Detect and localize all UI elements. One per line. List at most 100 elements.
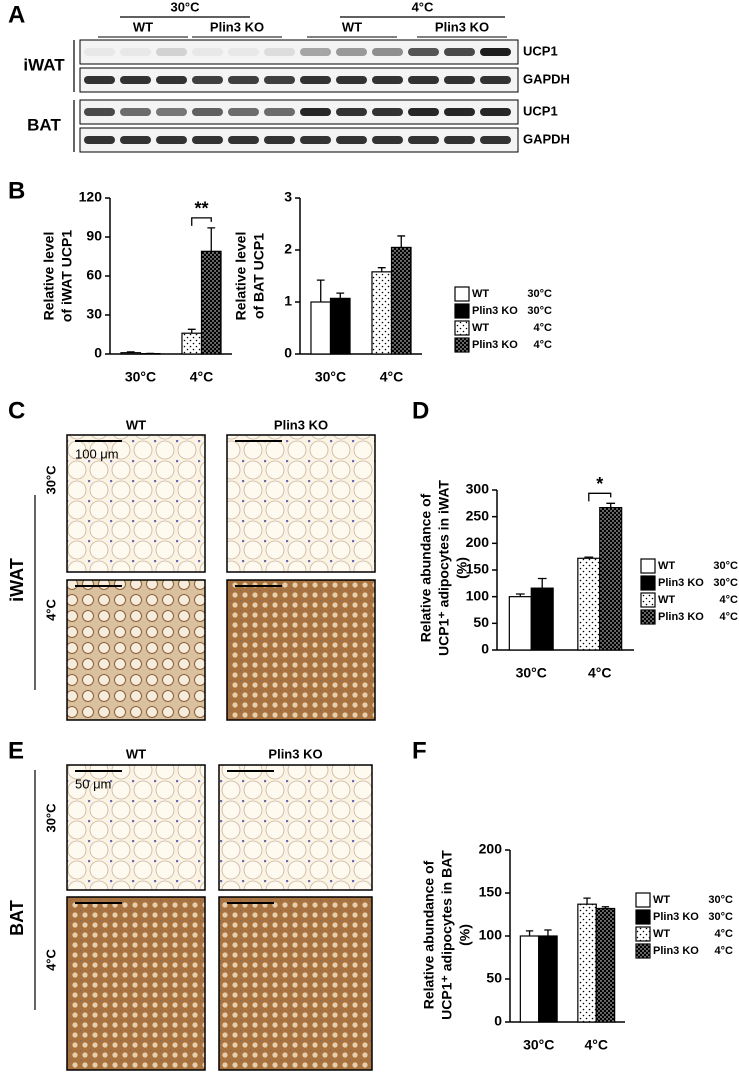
error-bar bbox=[336, 292, 345, 299]
blot-band bbox=[156, 136, 187, 144]
blot-band bbox=[444, 108, 475, 116]
blot-label: GAPDH bbox=[523, 71, 570, 86]
y-tick-label: 200 bbox=[466, 534, 490, 550]
y-tick-label: 50 bbox=[486, 970, 502, 986]
blot-band bbox=[228, 48, 259, 56]
y-tick-label: 100 bbox=[479, 927, 503, 943]
blot-band bbox=[444, 136, 475, 144]
error-bar bbox=[207, 227, 216, 252]
row-label: 30°C bbox=[43, 465, 58, 495]
y-axis-label: UCP1⁺ adipocytes in iWAT bbox=[436, 480, 452, 656]
y-tick-label: 150 bbox=[466, 561, 490, 577]
y-tick-label: 0 bbox=[494, 1013, 502, 1029]
error-bar bbox=[187, 328, 196, 334]
blot-band bbox=[408, 76, 439, 84]
legend-swatch bbox=[635, 892, 651, 908]
tissue-label: BAT bbox=[7, 900, 27, 936]
blot-band bbox=[192, 48, 223, 56]
y-axis-label: (%) bbox=[457, 924, 473, 946]
error-bar bbox=[525, 930, 534, 936]
y-tick-label: 90 bbox=[86, 228, 102, 244]
bar bbox=[577, 903, 597, 1023]
panel-label: D bbox=[412, 397, 429, 424]
bar bbox=[530, 587, 554, 651]
panel-label: C bbox=[8, 397, 25, 424]
blot-band bbox=[408, 136, 439, 144]
blot-band bbox=[228, 136, 259, 144]
blot-band bbox=[372, 136, 403, 144]
legend-swatch bbox=[454, 320, 470, 336]
bar bbox=[508, 596, 532, 651]
blot-band bbox=[336, 108, 367, 116]
y-tick-label: 2 bbox=[284, 241, 292, 257]
x-tick-label: 30°C bbox=[523, 1037, 554, 1053]
micrograph bbox=[226, 434, 376, 573]
error-bar bbox=[606, 502, 616, 508]
micrograph bbox=[66, 764, 206, 891]
blot-band bbox=[192, 108, 223, 116]
y-axis-label: Relative abundance of bbox=[421, 860, 437, 1009]
blot-band bbox=[156, 108, 187, 116]
column-label: Plin3 KO bbox=[268, 746, 322, 761]
row-label: 4°C bbox=[43, 948, 58, 970]
bar bbox=[120, 352, 142, 355]
blot-band bbox=[372, 48, 403, 56]
micrograph bbox=[66, 896, 206, 1071]
error-bar bbox=[377, 267, 386, 272]
bar bbox=[181, 332, 203, 355]
legend-condition: 4°C bbox=[534, 339, 553, 351]
panel-label: E bbox=[8, 737, 24, 764]
blot-band bbox=[372, 108, 403, 116]
blot-band bbox=[264, 108, 295, 116]
legend-label: WT bbox=[653, 928, 670, 940]
micrograph bbox=[218, 764, 373, 891]
group-label: WT bbox=[133, 19, 153, 34]
error-bar bbox=[583, 897, 591, 905]
legend-label: WT bbox=[658, 560, 675, 572]
blot-band bbox=[408, 108, 439, 116]
y-tick-label: 200 bbox=[479, 841, 503, 857]
blot-band bbox=[336, 136, 367, 144]
significance-label: * bbox=[596, 474, 603, 494]
blot-band bbox=[84, 48, 115, 56]
bar bbox=[390, 246, 412, 355]
condition-label: 30°C bbox=[170, 0, 200, 14]
scale-bar-label: 50 μm bbox=[75, 776, 111, 791]
legend-condition: 30°C bbox=[713, 560, 738, 572]
group-label: WT bbox=[342, 19, 362, 34]
blot-band bbox=[336, 48, 367, 56]
y-tick-label: 30 bbox=[86, 306, 102, 322]
legend-label: Plin3 KO bbox=[658, 577, 704, 589]
panel-label: A bbox=[8, 1, 25, 28]
blot-band bbox=[192, 136, 223, 144]
y-axis-label: Relative abundance of bbox=[418, 493, 434, 642]
x-tick-label: 30°C bbox=[125, 369, 156, 385]
legend-label: WT bbox=[653, 894, 670, 906]
column-label: Plin3 KO bbox=[274, 417, 328, 432]
blot-band bbox=[300, 48, 331, 56]
tissue-label: BAT bbox=[27, 115, 61, 134]
blot-band bbox=[480, 136, 511, 144]
y-tick-label: 300 bbox=[466, 481, 490, 497]
legend-label: WT bbox=[658, 594, 675, 606]
legend-condition: 4°C bbox=[720, 611, 739, 623]
legend-swatch bbox=[640, 609, 656, 625]
legend-label: Plin3 KO bbox=[653, 911, 699, 923]
blot-band bbox=[228, 76, 259, 84]
legend-condition: 30°C bbox=[527, 305, 552, 317]
blot-band bbox=[300, 136, 331, 144]
legend-swatch bbox=[640, 592, 656, 608]
legend-label: WT bbox=[472, 288, 489, 300]
bar bbox=[538, 935, 558, 1023]
blot-band bbox=[336, 76, 367, 84]
blot-band bbox=[264, 136, 295, 144]
tissue-label: iWAT bbox=[23, 55, 65, 74]
y-tick-label: 0 bbox=[94, 345, 102, 361]
legend-swatch bbox=[635, 926, 651, 942]
x-tick-label: 30°C bbox=[315, 369, 346, 385]
error-bar bbox=[537, 577, 547, 589]
micrograph bbox=[226, 579, 376, 721]
tissue-label: iWAT bbox=[7, 558, 27, 602]
